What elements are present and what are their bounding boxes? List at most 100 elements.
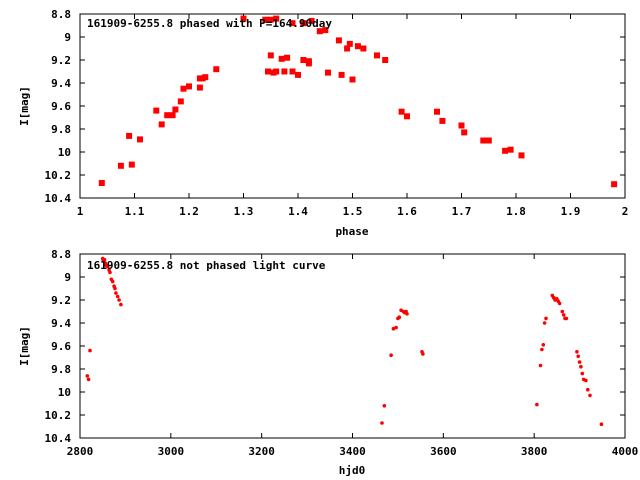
data-point — [535, 402, 539, 407]
y-tick-label: 10 — [58, 386, 71, 399]
data-point — [153, 107, 160, 114]
data-point — [599, 422, 604, 427]
data-point — [542, 321, 547, 325]
data-point — [119, 302, 123, 307]
data-point — [273, 15, 280, 22]
x-tick-label: 1.5 — [343, 205, 363, 218]
data-point — [289, 68, 296, 75]
y-tick-label: 8.8 — [51, 248, 71, 261]
data-point — [346, 40, 353, 47]
data-point — [115, 294, 120, 299]
data-point — [110, 279, 115, 284]
y-tick-label: 9.6 — [51, 100, 71, 113]
data-point — [128, 161, 135, 168]
phased-x-axis: 1 1.1 1.2 1.3 1.4 1.5 1.6 1.7 1.8 1.9 2 — [77, 14, 628, 218]
data-point — [113, 286, 117, 291]
x-tick-label: 1.4 — [288, 205, 308, 218]
data-point — [169, 112, 176, 119]
data-point — [295, 71, 301, 78]
data-point — [300, 57, 307, 63]
unphased-y-axis: 8.8 9 9.2 9.4 9.6 9.8 10 10.2 10.4 — [45, 248, 625, 445]
data-point — [305, 58, 312, 65]
data-point — [284, 54, 291, 61]
data-point — [196, 84, 203, 91]
y-tick-label: 9.2 — [51, 294, 71, 307]
data-point — [137, 136, 143, 143]
data-point — [586, 387, 590, 392]
data-point — [186, 83, 192, 90]
y-tick-label: 9.8 — [51, 363, 71, 376]
data-point — [265, 68, 271, 75]
data-point — [98, 180, 105, 186]
data-point — [300, 20, 307, 27]
data-point — [538, 363, 543, 368]
y-tick-label: 10.2 — [45, 409, 72, 422]
x-tick-label: 3400 — [339, 445, 366, 458]
data-point — [588, 393, 592, 398]
data-point — [541, 343, 546, 347]
x-tick-label: 2800 — [67, 445, 94, 458]
data-point — [262, 16, 269, 23]
data-point — [580, 371, 585, 376]
data-point — [325, 69, 331, 76]
data-point — [421, 352, 425, 356]
data-point — [485, 137, 492, 144]
data-point — [391, 326, 396, 331]
data-point — [480, 137, 487, 144]
y-tick-label: 9.4 — [51, 77, 71, 90]
data-point — [344, 45, 351, 52]
data-point — [576, 354, 580, 359]
data-point — [564, 316, 569, 321]
phased-y-axis: 8.8 9 9.2 9.4 9.6 9.8 10 10.2 10.4 — [45, 8, 625, 205]
data-point — [382, 404, 387, 408]
data-point — [518, 152, 525, 159]
y-tick-label: 9 — [64, 31, 71, 44]
unphased-plot-title: 161909-6255.8 not phased light curve — [87, 259, 326, 272]
data-point — [502, 147, 509, 154]
x-tick-label: 4000 — [612, 445, 639, 458]
data-point — [398, 108, 405, 115]
phased-y-axis-label: I[mag] — [18, 86, 31, 126]
data-point — [213, 66, 220, 73]
data-point — [316, 28, 323, 35]
data-point — [86, 377, 91, 382]
data-point — [349, 76, 356, 83]
data-point — [404, 113, 410, 120]
data-point — [507, 146, 514, 153]
data-point — [354, 43, 361, 50]
data-point — [172, 106, 179, 113]
x-tick-label: 3800 — [521, 445, 548, 458]
data-point — [105, 264, 110, 269]
y-tick-label: 10.2 — [45, 169, 72, 182]
data-point — [267, 52, 274, 59]
data-point — [177, 98, 184, 105]
phased-data-points — [98, 15, 618, 188]
phased-light-curve-plot: 1 1.1 1.2 1.3 1.4 1.5 1.6 1.7 1.8 1.9 2 8.8 9 9.2 9.4… — [18, 8, 628, 238]
data-point — [289, 20, 296, 27]
y-tick-label: 9.4 — [51, 317, 71, 330]
data-point — [544, 316, 548, 321]
y-tick-label: 9 — [64, 271, 71, 284]
x-tick-label: 1.2 — [179, 205, 199, 218]
data-point — [360, 45, 367, 52]
data-point — [164, 112, 171, 119]
data-point — [281, 68, 288, 75]
data-point — [397, 315, 402, 320]
data-point — [322, 27, 329, 34]
data-point — [389, 353, 393, 358]
y-tick-label: 10 — [58, 146, 71, 159]
data-point — [560, 309, 565, 314]
data-point — [579, 364, 583, 369]
data-point — [335, 37, 342, 44]
y-tick-label: 8.8 — [51, 8, 71, 21]
data-point — [240, 15, 247, 22]
data-point — [458, 122, 465, 129]
y-tick-label: 9.6 — [51, 340, 71, 353]
unphased-light-curve-plot: 2800 3000 3200 3400 3600 3800 4000 8.8 9 9.2 9.4 9… — [18, 248, 638, 477]
data-point — [380, 421, 384, 425]
data-point — [540, 347, 544, 352]
data-point — [85, 374, 90, 378]
y-tick-label: 10.4 — [45, 432, 72, 445]
data-point — [102, 257, 107, 262]
